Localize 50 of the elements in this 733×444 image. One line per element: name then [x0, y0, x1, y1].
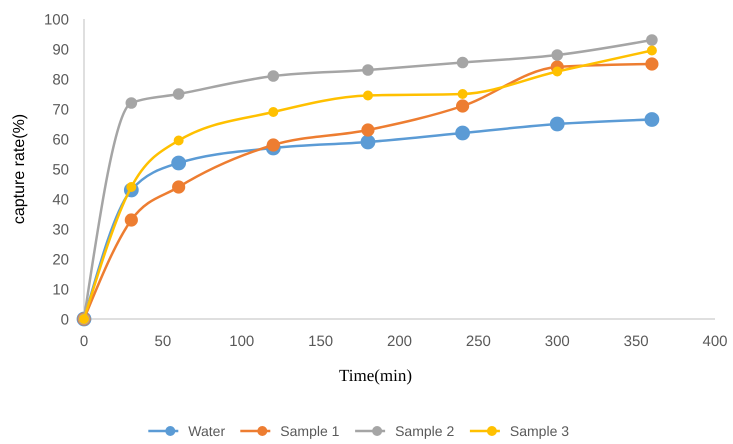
y-tick-label: 50: [52, 161, 69, 178]
x-tick-label: 300: [544, 333, 570, 350]
y-tick-label: 80: [52, 71, 69, 88]
x-tick-label: 100: [229, 333, 254, 350]
point: [172, 180, 186, 194]
point: [268, 70, 280, 82]
point: [456, 99, 470, 113]
point: [171, 156, 186, 170]
point: [172, 88, 184, 100]
x-axis-title: Time(min): [338, 366, 412, 385]
x-tick-label: 250: [466, 333, 491, 350]
point: [644, 112, 660, 127]
legend-label: Water: [188, 423, 226, 439]
point: [174, 136, 184, 146]
point: [266, 138, 280, 152]
x-tick-label: 350: [624, 333, 649, 350]
legend-label: Sample 1: [280, 423, 340, 439]
point: [362, 64, 374, 76]
x-tick-label: 200: [386, 333, 412, 350]
point: [646, 34, 658, 46]
legend-label: Sample 3: [510, 423, 570, 439]
point: [268, 107, 278, 117]
y-tick-label: 100: [44, 11, 69, 28]
x-tick-label: 400: [702, 333, 728, 350]
point: [550, 116, 565, 132]
point: [645, 57, 658, 71]
y-tick-label: 60: [52, 131, 69, 148]
point: [124, 213, 138, 227]
y-tick-label: 40: [52, 191, 69, 208]
point: [551, 49, 564, 61]
x-tick-label: 0: [80, 333, 88, 350]
y-tick-label: 10: [52, 281, 69, 298]
legend-label: Sample 2: [395, 423, 454, 439]
point: [646, 46, 657, 56]
point: [360, 134, 376, 150]
y-tick-label: 90: [52, 41, 69, 58]
y-tick-label: 70: [52, 101, 69, 118]
y-tick-label: 30: [52, 221, 69, 238]
point: [458, 89, 468, 99]
y-axis-title: capture rate(%): [11, 114, 28, 224]
y-tick-label: 0: [60, 311, 69, 328]
point: [361, 123, 375, 137]
point: [126, 97, 138, 109]
point: [455, 126, 470, 140]
x-tick-label: 150: [308, 333, 334, 350]
point: [456, 56, 468, 68]
point: [362, 90, 373, 100]
x-tick-label: 50: [154, 333, 172, 350]
point: [552, 66, 562, 76]
y-tick-label: 20: [52, 251, 69, 268]
